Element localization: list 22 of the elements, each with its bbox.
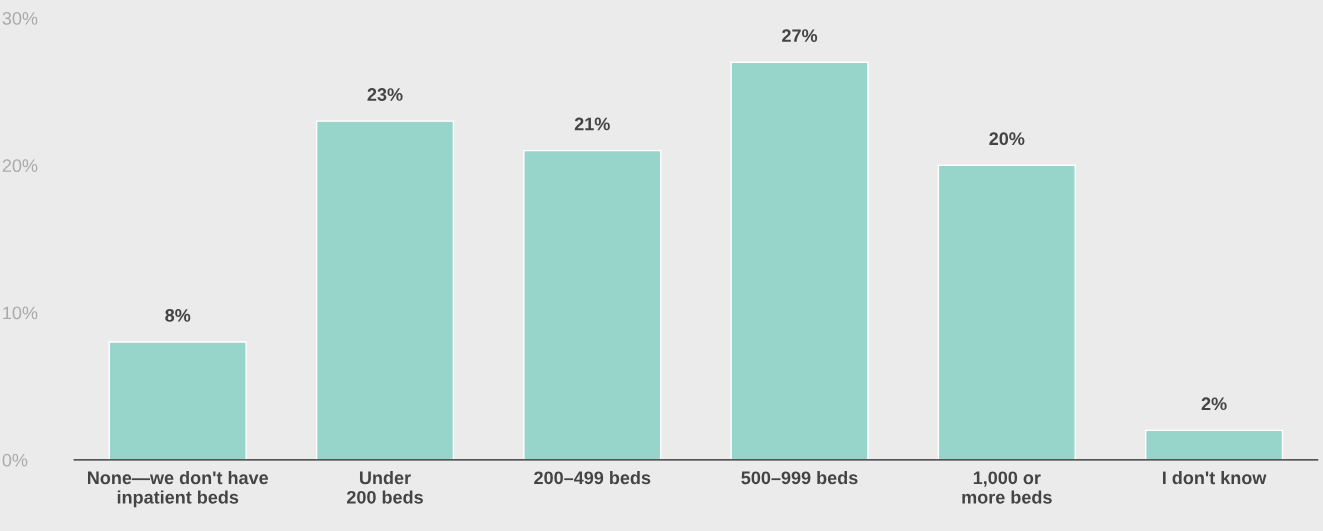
- data-label: 2%: [1201, 397, 1227, 411]
- y-tick-label: 30%: [2, 11, 38, 25]
- data-label: 20%: [989, 132, 1025, 146]
- x-tick-label: None—we don't have inpatient beds: [88, 470, 269, 508]
- data-label: 27%: [782, 29, 818, 42]
- bar: [108, 341, 247, 460]
- bar: [730, 61, 869, 460]
- y-tick-label: 20%: [2, 159, 38, 173]
- data-label: 23%: [367, 88, 403, 101]
- y-tick-label: 0%: [2, 453, 28, 467]
- x-tick-label: I don't know: [1162, 470, 1267, 485]
- x-tick-label: Under 200 beds: [346, 470, 423, 504]
- y-tick-label: 10%: [3, 306, 38, 320]
- bar: [937, 164, 1076, 460]
- x-tick-label: 200–499 beds: [534, 470, 651, 485]
- data-label: 8%: [165, 309, 191, 322]
- bar: [315, 120, 455, 460]
- x-tick-label: 500–999 beds: [741, 470, 858, 485]
- data-label: 21%: [574, 117, 610, 131]
- bar: [523, 149, 662, 460]
- bar: [1144, 429, 1284, 460]
- x-tick-label: 1,000 or more beds: [962, 471, 1052, 504]
